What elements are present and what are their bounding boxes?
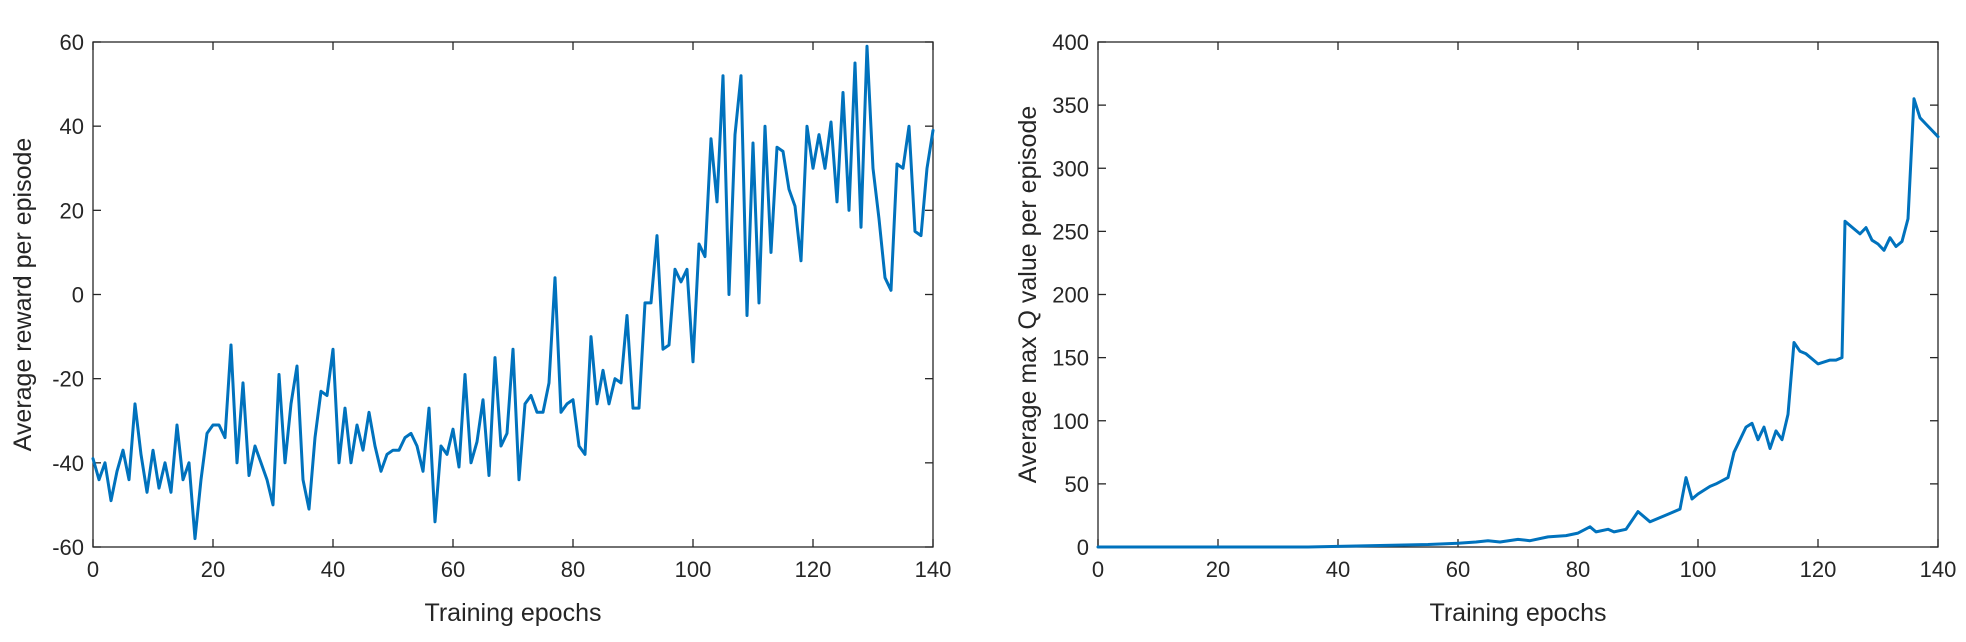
y-tick-label: 250 — [1052, 219, 1089, 244]
x-tick-label: 120 — [1800, 557, 1837, 582]
y-axis-label: Average reward per episode — [9, 138, 37, 452]
x-axis-label: Training epochs — [425, 599, 602, 627]
x-tick-label: 60 — [1446, 557, 1470, 582]
y-tick-label: 400 — [1052, 30, 1089, 55]
y-tick-label: 0 — [1077, 535, 1089, 560]
y-tick-label: 150 — [1052, 346, 1089, 371]
x-tick-label: 100 — [1680, 557, 1717, 582]
q-value-chart: 0 20 40 60 80 100 120 140 0 50 100 150 200 250 300 350 4… — [1014, 30, 1956, 627]
y-tick-label: 350 — [1052, 93, 1089, 118]
x-tick-label: 140 — [915, 557, 952, 582]
x-tick-label: 140 — [1920, 557, 1957, 582]
plot-frame — [1097, 41, 1939, 548]
x-tick-label: 120 — [795, 557, 832, 582]
y-tick-label: 60 — [60, 30, 84, 55]
x-tick-label: 40 — [321, 557, 345, 582]
x-tick-label: 100 — [675, 557, 712, 582]
x-tick-label: 0 — [1092, 557, 1104, 582]
y-tick-label: -60 — [52, 535, 84, 560]
series-line — [91, 44, 935, 541]
y-tick-label: 300 — [1052, 156, 1089, 181]
reward-chart: 0 20 40 60 80 100 120 140 -60 -40 -20 0 20 40 60 Traini… — [9, 30, 951, 627]
x-tick-label: 60 — [441, 557, 465, 582]
series-line — [1096, 97, 1940, 549]
y-tick-label: 100 — [1052, 409, 1089, 434]
plot-frame — [92, 41, 934, 548]
y-tick-label: 200 — [1052, 283, 1089, 308]
y-tick-label: 40 — [60, 114, 84, 139]
x-tick-label: 40 — [1326, 557, 1350, 582]
x-tick-label: 80 — [1566, 557, 1590, 582]
y-tick-label: 50 — [1065, 472, 1089, 497]
x-tick-label: 20 — [1206, 557, 1230, 582]
x-tick-label: 20 — [201, 557, 225, 582]
y-axis-label: Average max Q value per episode — [1014, 106, 1042, 484]
y-tick-label: -20 — [52, 367, 84, 392]
x-tick-label: 0 — [87, 557, 99, 582]
x-axis-label: Training epochs — [1430, 599, 1607, 627]
y-tick-label: 0 — [72, 283, 84, 308]
y-tick-label: 20 — [60, 198, 84, 223]
x-tick-label: 80 — [561, 557, 585, 582]
y-tick-label: -40 — [52, 451, 84, 476]
